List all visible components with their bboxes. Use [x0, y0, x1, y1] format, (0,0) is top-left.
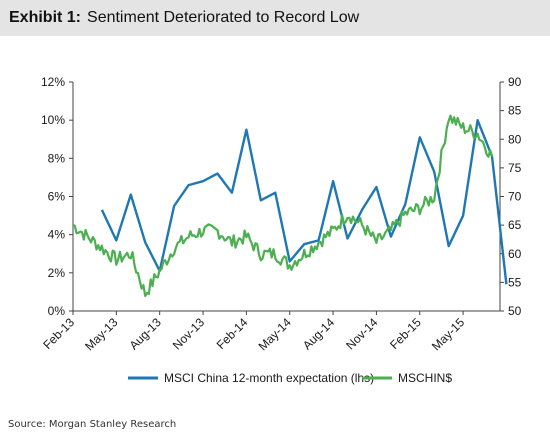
- y-left-tick-label: 2%: [48, 266, 66, 280]
- chart-title: Sentiment Deteriorated to Record Low: [87, 9, 360, 26]
- y-right-tick-label: 85: [508, 104, 522, 118]
- line-chart: 0% 2% 4% 6% 8% 10% 12% 50 55 60 65 70 75 80 85 90 Feb-13…: [40, 75, 522, 385]
- y-left-tick-label: 8%: [48, 151, 66, 165]
- y-right-tick-label: 90: [508, 75, 522, 89]
- x-tick-label: Feb-14: [214, 315, 251, 352]
- y-left-tick-label: 10%: [41, 113, 65, 127]
- y-right-tick-label: 60: [508, 247, 522, 261]
- y-right-tick-label: 50: [508, 304, 522, 318]
- y-right-tick-label: 70: [508, 190, 522, 204]
- series-line-mschin: [72, 114, 494, 297]
- legend-label: MSCI China 12-month expectation (lhs): [164, 371, 374, 385]
- x-tick-label: Aug-14: [300, 315, 337, 352]
- y-left-tick-label: 6%: [48, 190, 66, 204]
- y-right-tick-label: 65: [508, 218, 522, 232]
- legend: MSCI China 12-month expectation (lhs) MSC…: [128, 371, 452, 385]
- x-tick-label: Feb-15: [387, 315, 424, 352]
- x-tick-label: Feb-13: [40, 315, 77, 352]
- exhibit-label: Exhibit 1:: [9, 9, 82, 26]
- x-tick-label: May-15: [429, 315, 467, 353]
- series-layer: [72, 114, 508, 297]
- legend-label: MSCHIN$: [398, 371, 452, 385]
- x-tick-label: Nov-13: [170, 315, 207, 352]
- x-tick-label: May-13: [82, 315, 120, 353]
- x-tick-label: Aug-13: [127, 315, 164, 352]
- x-tick-label: May-14: [256, 315, 294, 353]
- source-note: Source: Morgan Stanley Research: [8, 419, 177, 430]
- exhibit-title: Exhibit 1: Sentiment Deteriorated to Reco…: [9, 9, 359, 27]
- header-bar: Exhibit 1: Sentiment Deteriorated to Reco…: [0, 0, 550, 36]
- x-tick-label: Nov-14: [343, 315, 380, 352]
- series-line-msci-china-expectation: [100, 119, 508, 285]
- y-left-tick-label: 0%: [48, 304, 66, 318]
- y-left-tick-label: 4%: [48, 228, 66, 242]
- y-right-tick-label: 80: [508, 132, 522, 146]
- y-right-tick-label: 55: [508, 275, 522, 289]
- y-right-tick-label: 75: [508, 161, 522, 175]
- y-left-tick-label: 12%: [41, 75, 65, 89]
